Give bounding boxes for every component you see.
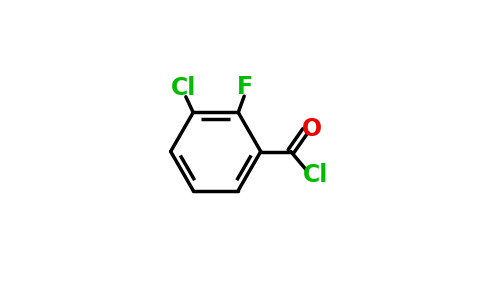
Text: Cl: Cl <box>303 163 329 187</box>
Text: Cl: Cl <box>171 76 196 100</box>
Text: F: F <box>237 75 253 99</box>
Text: O: O <box>302 117 322 141</box>
